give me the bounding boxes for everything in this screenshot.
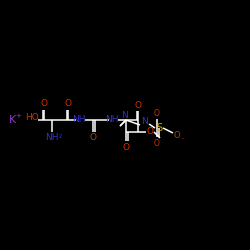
- Text: N: N: [120, 110, 128, 120]
- Text: O: O: [154, 138, 160, 147]
- Text: O: O: [40, 100, 48, 108]
- Text: O: O: [64, 100, 71, 108]
- Text: ⁻: ⁻: [180, 136, 184, 144]
- Text: S: S: [156, 123, 162, 133]
- Text: NH: NH: [72, 116, 86, 124]
- Text: O: O: [122, 142, 130, 152]
- Text: K: K: [8, 115, 16, 125]
- Text: O: O: [90, 132, 96, 141]
- Text: O: O: [134, 100, 141, 110]
- Text: N: N: [140, 118, 147, 126]
- Text: NH: NH: [45, 134, 59, 142]
- Text: O: O: [154, 108, 160, 118]
- Text: O: O: [174, 132, 180, 140]
- Text: ₂: ₂: [58, 132, 61, 140]
- Text: O: O: [146, 128, 154, 136]
- Text: NH: NH: [105, 116, 119, 124]
- Text: +: +: [15, 113, 21, 119]
- Text: HO: HO: [25, 114, 39, 122]
